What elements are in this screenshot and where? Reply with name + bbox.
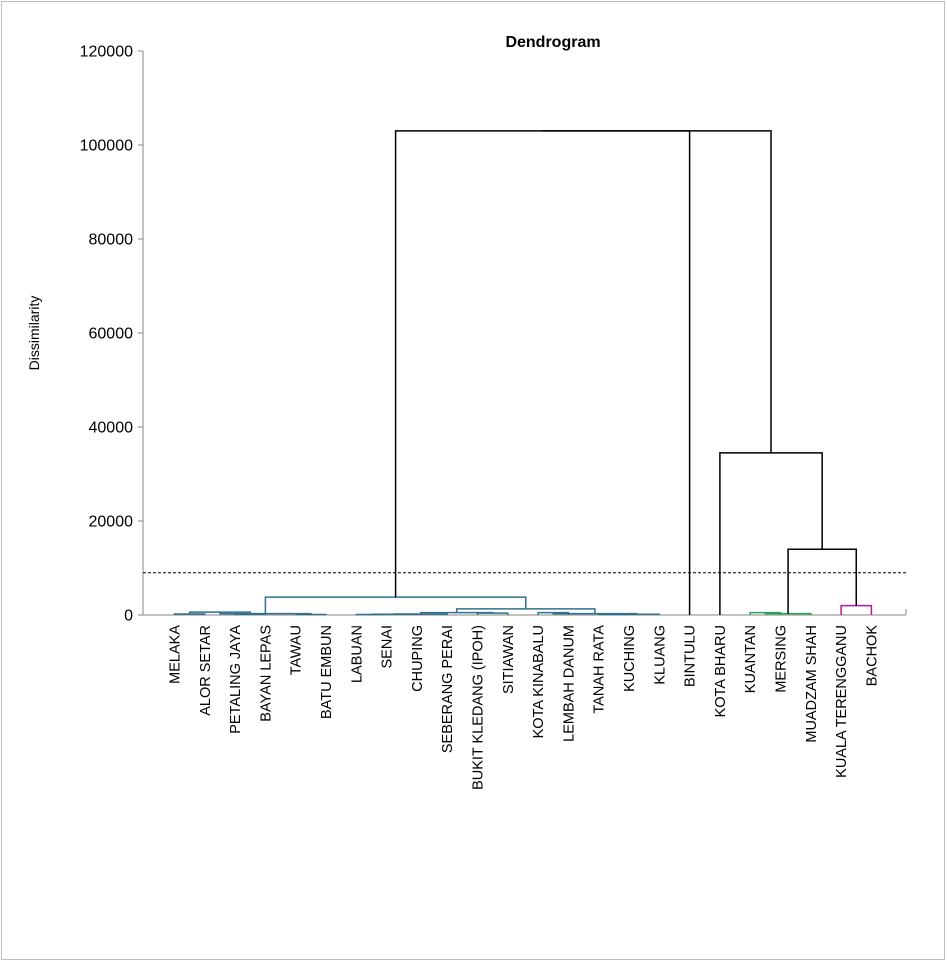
leaf-labels: MELAKA ALOR SETAR PETALING JAYA BAYAN LEPAS…: [168, 625, 881, 790]
dendrogram-link: [234, 613, 267, 616]
y-tick-label: 120000: [80, 44, 133, 61]
dendrogram-link: [613, 613, 661, 616]
leaf-label: KLUANG: [652, 625, 668, 685]
leaf-label: LABUAN: [349, 625, 365, 683]
leaf-label: KOTA KINABALU: [531, 625, 547, 738]
leaf-label: SEBERANG PERAI: [440, 625, 456, 753]
y-tick-label: 40000: [89, 420, 134, 437]
leaf-label: KUANTAN: [743, 625, 759, 693]
leaf-label: BAYAN LEPAS: [258, 625, 274, 722]
leaf-label: MUADZAM SHAH: [804, 625, 820, 743]
y-tick-label: 80000: [89, 232, 134, 249]
leaf-label: MERSING: [774, 625, 790, 693]
y-tick-label: 60000: [89, 326, 134, 343]
leaf-label: BATU EMBUN: [319, 625, 335, 719]
leaf-label: TAWAU: [289, 625, 305, 675]
y-tick-label: 20000: [89, 514, 134, 531]
leaf-label: TANAH RATA: [592, 625, 608, 714]
dendrogram-link: [719, 452, 823, 615]
leaf-label: PETALING JAYA: [228, 625, 244, 734]
dendrogram-link: [542, 130, 772, 453]
axes: [142, 51, 907, 616]
leaf-label: BACHOK: [864, 625, 880, 687]
dendrogram-link: [787, 548, 857, 614]
leaf-label: KOTA BHARU: [713, 625, 729, 717]
chart-title: Dendrogram: [505, 34, 600, 51]
leaf-label: KUALA TERENGGANU: [834, 625, 850, 778]
leaf-label: SENAI: [380, 625, 396, 669]
y-tick-label: 100000: [80, 138, 133, 155]
leaf-label: BUKIT KLEDANG (IPOH): [471, 625, 487, 790]
leaf-label: ALOR SETAR: [198, 625, 214, 716]
leaf-label: LEMBAH DANUM: [561, 625, 577, 742]
y-axis-ticks: 0 20000 40000 60000 80000 100000 120000: [80, 44, 143, 625]
y-axis-label: Dissimilarity: [26, 296, 42, 371]
dendrogram-links: [173, 130, 873, 616]
y-tick-label: 0: [124, 608, 133, 625]
leaf-label: KUCHING: [622, 625, 638, 692]
leaf-label: BINTULU: [683, 625, 699, 687]
dendrogram-link: [264, 596, 527, 614]
dendrogram-link: [840, 604, 873, 615]
leaf-label: SITIAWAN: [501, 625, 517, 694]
leaf-label: MELAKA: [168, 625, 184, 684]
dendrogram-link: [394, 130, 691, 615]
leaf-label: CHUPING: [410, 625, 426, 692]
